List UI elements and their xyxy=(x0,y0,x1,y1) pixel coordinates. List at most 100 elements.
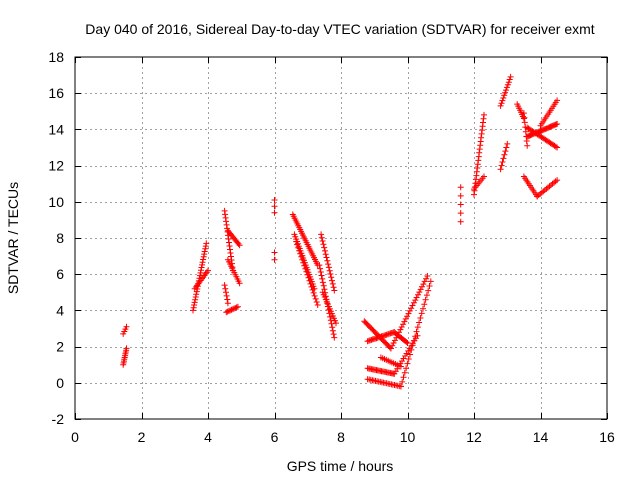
data-point xyxy=(405,356,412,362)
data-point xyxy=(427,278,434,285)
data-point xyxy=(322,247,328,254)
data-point xyxy=(422,296,429,303)
data-point xyxy=(328,320,335,327)
data-point xyxy=(231,305,237,312)
data-point xyxy=(317,269,324,275)
data-point xyxy=(507,73,514,80)
data-point xyxy=(412,297,419,304)
data-point xyxy=(405,310,412,317)
data-point xyxy=(236,242,243,249)
data-point xyxy=(408,346,415,353)
data-point xyxy=(296,247,303,254)
data-point xyxy=(319,279,326,286)
data-point xyxy=(503,144,510,151)
data-point xyxy=(221,282,228,289)
data-point xyxy=(308,283,315,290)
data-point xyxy=(409,342,416,349)
data-point xyxy=(524,142,531,149)
data-point xyxy=(397,326,404,333)
data-point xyxy=(222,285,229,292)
data-point xyxy=(406,307,413,314)
data-point xyxy=(500,155,507,162)
data-point xyxy=(300,259,307,266)
data-point xyxy=(311,292,318,299)
data-point xyxy=(404,313,411,320)
data-point xyxy=(499,159,506,165)
data-point xyxy=(504,81,511,88)
data-point xyxy=(425,287,432,294)
data-point xyxy=(423,292,430,299)
data-point xyxy=(481,111,487,118)
data-point xyxy=(324,257,331,264)
chart-title: Day 040 of 2016, Sidereal Day-to-day VTE… xyxy=(85,21,594,37)
x-tick-label: 16 xyxy=(599,429,615,445)
data-point xyxy=(497,102,504,109)
data-point xyxy=(306,277,313,284)
data-point xyxy=(421,301,428,308)
y-tick-label: 8 xyxy=(56,230,64,246)
data-point xyxy=(318,272,325,279)
data-point xyxy=(503,87,509,94)
data-point xyxy=(223,292,230,299)
data-point xyxy=(387,345,394,352)
data-point xyxy=(554,177,561,184)
data-point xyxy=(497,166,504,173)
data-point xyxy=(123,323,130,330)
data-point xyxy=(401,318,408,325)
data-point xyxy=(320,241,327,248)
data-point xyxy=(224,308,231,315)
x-tick-label: 12 xyxy=(466,429,482,445)
data-point xyxy=(330,284,337,291)
data-point xyxy=(318,234,325,241)
data-point xyxy=(501,151,508,158)
data-point xyxy=(457,201,464,208)
data-point xyxy=(295,244,302,251)
data-point xyxy=(400,374,407,381)
data-point xyxy=(424,273,431,279)
y-tick-label: 14 xyxy=(48,121,64,137)
x-tick-label: 10 xyxy=(400,429,416,445)
data-point xyxy=(271,256,278,263)
data-point xyxy=(190,307,196,314)
data-point xyxy=(200,256,207,263)
data-point xyxy=(389,342,396,349)
data-point xyxy=(413,294,420,301)
data-point xyxy=(501,92,508,99)
x-tick-label: 2 xyxy=(138,429,146,445)
y-axis-label: SDTVAR / TECUs xyxy=(5,182,21,294)
data-point xyxy=(554,144,561,151)
data-point xyxy=(297,250,304,257)
data-point xyxy=(416,289,423,296)
data-point xyxy=(331,334,338,341)
data-point xyxy=(418,310,425,317)
data-point xyxy=(205,267,211,274)
data-point xyxy=(329,277,335,284)
data-point xyxy=(223,309,230,316)
data-point xyxy=(327,313,334,320)
data-point xyxy=(417,315,424,321)
data-point xyxy=(325,264,332,271)
data-point xyxy=(409,302,416,309)
data-point xyxy=(391,337,398,344)
data-point xyxy=(410,337,417,344)
x-tick-label: 8 xyxy=(337,429,345,445)
data-point xyxy=(333,320,339,327)
data-point xyxy=(326,267,333,274)
data-point xyxy=(417,286,424,293)
data-point xyxy=(399,378,406,385)
data-point xyxy=(271,249,278,256)
axes-ticks: 0 2 4 6 8 10 12 14 16 -2 0 2 4 6 8 10 12 14 16 18 xyxy=(48,49,615,445)
data-point xyxy=(227,307,234,314)
data-point xyxy=(317,265,324,272)
x-tick-label: 6 xyxy=(271,429,279,445)
data-point xyxy=(320,282,327,289)
data-point xyxy=(323,254,330,261)
data-point xyxy=(500,95,507,101)
data-point xyxy=(328,274,335,281)
y-tick-label: -2 xyxy=(52,411,65,427)
x-tick-label: 14 xyxy=(533,429,549,445)
data-point xyxy=(302,265,309,272)
data-point xyxy=(403,339,410,345)
data-point xyxy=(397,363,404,370)
